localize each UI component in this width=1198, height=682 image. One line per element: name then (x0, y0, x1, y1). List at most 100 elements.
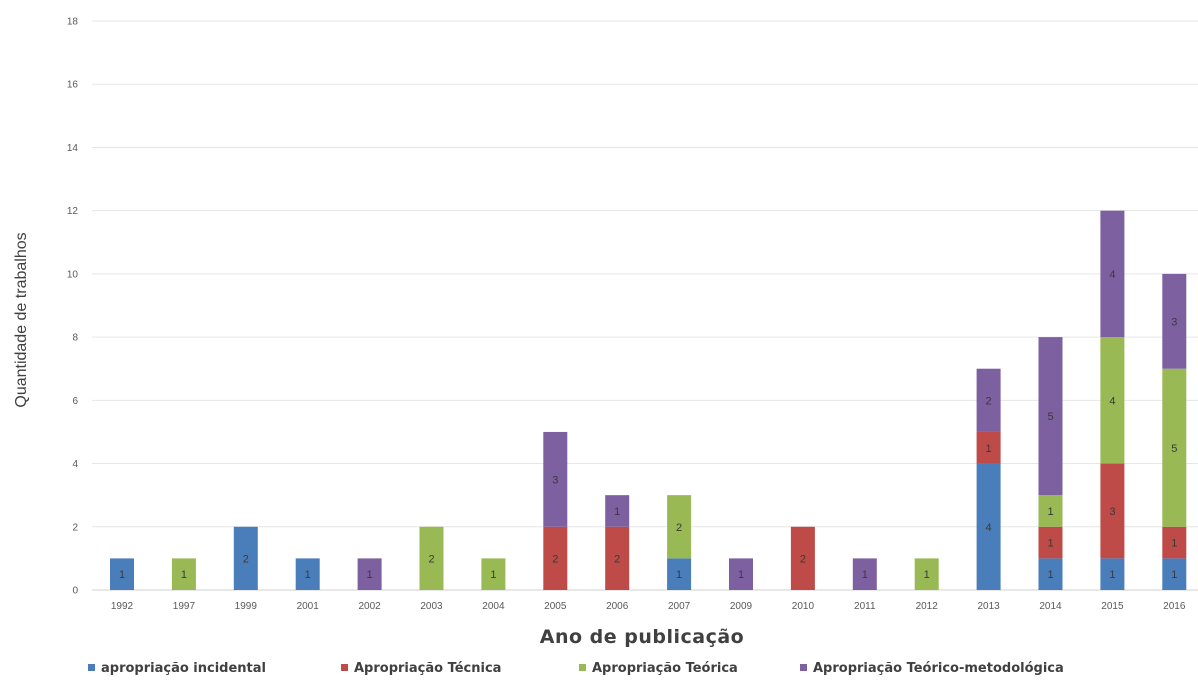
x-tick-label: 2003 (420, 601, 443, 612)
bar-segment (1162, 558, 1187, 590)
y-axis-title: Quantidade de trabalhos (13, 232, 30, 407)
x-axis-ticks: 1992 1997 1999 2001 2002 2003 2004 2005 2006 2007… (111, 601, 1186, 612)
bar-segment (1038, 526, 1063, 559)
bar-segment (1162, 526, 1187, 559)
data-label: 1 (862, 569, 868, 581)
bar-segment (1100, 210, 1125, 338)
data-label: 2 (552, 553, 558, 565)
y-tick-label: 4 (72, 459, 78, 470)
legend-label: Apropriação Técnica (354, 661, 501, 676)
y-tick-label: 10 (67, 269, 79, 280)
x-tick-label: 2014 (1039, 601, 1062, 612)
x-tick-label: 2009 (730, 601, 753, 612)
bar-segment (852, 558, 877, 590)
y-tick-label: 6 (72, 396, 78, 407)
x-tick-label: 2006 (606, 601, 629, 612)
data-label: 5 (1171, 443, 1177, 455)
data-label: 3 (1109, 506, 1115, 518)
y-tick-label: 2 (72, 522, 78, 533)
data-label: 1 (986, 443, 992, 455)
data-label: 1 (305, 569, 311, 581)
data-label: 1 (1047, 538, 1053, 550)
x-tick-label: 2004 (482, 601, 505, 612)
legend-item: Apropriação Teórico-metodológica (800, 661, 1064, 676)
data-label: 2 (676, 522, 682, 534)
bar-segment (419, 526, 444, 590)
x-tick-label: 2007 (668, 601, 691, 612)
bar-segment (1100, 558, 1125, 590)
bar-segment (543, 526, 568, 590)
bar-segment (1038, 558, 1063, 590)
y-tick-label: 14 (67, 143, 79, 154)
bar-segment (605, 495, 630, 527)
legend-label: Apropriação Teórica (592, 661, 738, 676)
data-label: 1 (1171, 569, 1177, 581)
x-tick-label: 2012 (916, 601, 939, 612)
legend-item: Apropriação Técnica (341, 661, 501, 676)
bar-segment (481, 558, 506, 590)
data-label: 2 (614, 553, 620, 565)
data-label: 2 (428, 553, 434, 565)
bar-segment (667, 558, 692, 590)
bar-segment (729, 558, 753, 590)
data-label: 1 (367, 569, 373, 581)
bar-segment (976, 368, 1001, 432)
y-tick-label: 8 (72, 333, 78, 344)
bar-segment (976, 431, 1001, 464)
data-label: 4 (1109, 395, 1115, 407)
legend-swatch (579, 664, 586, 671)
y-tick-label: 0 (72, 586, 78, 597)
legend: apropriação incidental Apropriação Técnic… (88, 661, 1064, 676)
data-label: 1 (614, 506, 620, 518)
bar-segment (667, 495, 692, 559)
legend-item: apropriação incidental (88, 661, 266, 676)
x-tick-label: 2011 (854, 601, 876, 612)
data-label: 1 (119, 569, 125, 581)
x-tick-label: 2010 (792, 601, 815, 612)
data-label: 3 (1171, 316, 1177, 328)
x-tick-label: 2013 (977, 601, 1000, 612)
data-label: 1 (181, 569, 187, 581)
data-label: 1 (1047, 569, 1053, 581)
x-tick-label: 2016 (1163, 601, 1186, 612)
y-tick-label: 18 (67, 17, 79, 28)
legend-label: Apropriação Teórico-metodológica (813, 661, 1064, 676)
x-tick-label: 2001 (297, 601, 320, 612)
bar-segment (233, 526, 258, 590)
data-label: 4 (986, 522, 992, 534)
x-tick-label: 2002 (358, 601, 381, 612)
bar-segment (171, 558, 196, 590)
data-label: 1 (1109, 569, 1115, 581)
data-label: 5 (1047, 411, 1053, 423)
data-label: 4 (1109, 269, 1115, 281)
data-label: 1 (490, 569, 496, 581)
bar-segment (1038, 337, 1063, 496)
legend-swatch (88, 664, 95, 671)
bar-segment (976, 463, 1001, 590)
bar-segment (1100, 337, 1125, 464)
bar-segment (543, 431, 568, 527)
legend-swatch (341, 664, 348, 671)
data-label: 1 (676, 569, 682, 581)
bar-segment (357, 558, 382, 590)
x-tick-label: 1997 (173, 601, 196, 612)
bar-segment (790, 526, 815, 590)
x-tick-label: 1992 (111, 601, 134, 612)
data-label: 2 (243, 553, 249, 565)
gridlines (92, 20, 1198, 591)
bar-segment (1162, 368, 1187, 527)
y-axis-ticks: 0 2 4 6 8 10 12 14 16 18 (67, 17, 79, 597)
bar-segment (605, 526, 630, 590)
bar-segment (110, 558, 134, 590)
bars: 112112123211212114121115134411531735 (110, 210, 1187, 590)
legend-swatch (800, 664, 807, 671)
data-label: 1 (738, 569, 744, 581)
x-axis-title: Ano de publicação (540, 626, 744, 648)
bar-segment (914, 558, 939, 590)
bar-segment (1038, 495, 1063, 527)
y-tick-label: 16 (67, 80, 79, 91)
bar-segment (1162, 273, 1187, 369)
x-tick-label: 2005 (544, 601, 567, 612)
data-label: 1 (924, 569, 930, 581)
